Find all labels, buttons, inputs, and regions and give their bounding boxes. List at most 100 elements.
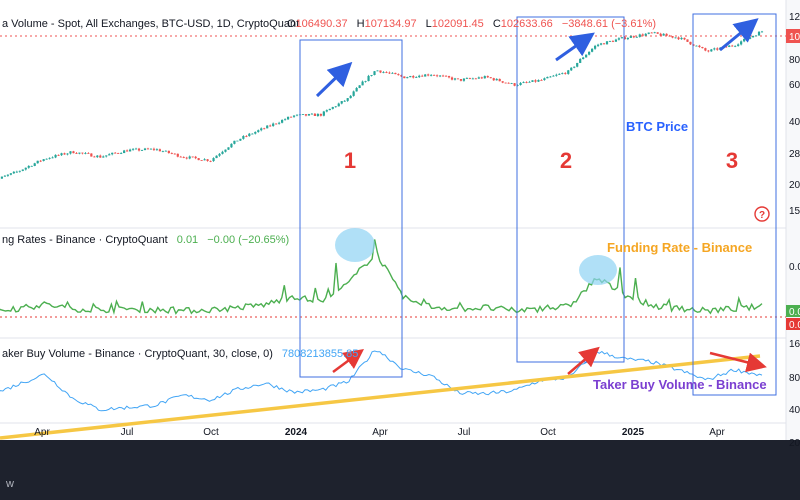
candle-body <box>257 130 260 132</box>
time-label: Oct <box>203 427 219 438</box>
candle-body <box>42 159 45 162</box>
candle-body <box>218 153 221 156</box>
candle-body <box>6 174 9 176</box>
candle-body <box>441 75 445 77</box>
candle-body <box>346 98 349 101</box>
candle-body <box>570 67 573 71</box>
candle-body <box>430 74 433 76</box>
candle-body <box>385 72 388 73</box>
candle-body <box>743 38 746 42</box>
price-axis-ticks: 12 80 60 40 28 20 15 0.0 16 80 40 20 <box>789 12 800 449</box>
candle-body <box>677 37 680 40</box>
candle-body <box>54 154 57 158</box>
candle-body <box>105 155 108 157</box>
candle-body <box>15 171 18 173</box>
candle-body <box>96 155 99 158</box>
red-arrow-3 <box>709 351 767 373</box>
candle-body <box>182 157 185 158</box>
candle-body <box>656 32 659 34</box>
candle-body <box>149 148 153 150</box>
candle-body <box>57 154 60 156</box>
candle-body <box>567 70 570 74</box>
candle-body <box>289 116 293 118</box>
help-icon[interactable] <box>754 206 770 222</box>
candle-body <box>748 37 752 39</box>
candle-body <box>418 75 421 78</box>
candle-body <box>319 113 322 116</box>
candle-body <box>164 150 167 152</box>
annotation-funding-rate: Funding Rate - Binance <box>607 240 752 255</box>
candle-body <box>474 78 477 80</box>
price-tick: 80 <box>789 55 800 66</box>
candle-body <box>292 115 296 117</box>
candle-body <box>152 148 156 150</box>
candle-body <box>140 149 144 151</box>
candle-body <box>343 100 346 102</box>
candle-body <box>304 114 308 116</box>
funding-zero-tag <box>786 318 800 330</box>
price-header-name: a Volume - Spot, All Exchanges, BTC-USD,… <box>2 18 299 30</box>
candle-body <box>710 49 713 52</box>
candle-body <box>382 72 385 73</box>
funding-rate-line <box>0 239 763 315</box>
candle-body <box>126 150 129 152</box>
candle-body <box>203 159 206 161</box>
candle-body <box>701 47 704 49</box>
candle-body <box>283 119 287 121</box>
candle-body <box>21 169 24 171</box>
candle-body <box>355 88 358 92</box>
price-close-label: C <box>493 18 501 30</box>
candle-body <box>254 131 257 134</box>
candle-body <box>757 31 761 36</box>
candle-body <box>683 37 686 40</box>
price-tick: 40 <box>789 117 800 128</box>
candle-body <box>117 153 120 154</box>
candle-body <box>698 45 701 48</box>
period-box-1 <box>299 39 403 378</box>
candle-body <box>471 78 474 80</box>
candle-body <box>397 74 400 76</box>
price-low: 102091.45 <box>432 18 484 30</box>
taker-value: 7808213855.85 <box>282 348 358 360</box>
candle-body <box>248 133 251 137</box>
candle-body <box>370 74 373 76</box>
candle-body <box>623 37 626 40</box>
candle-body <box>713 48 716 50</box>
candle-body <box>72 151 75 154</box>
candle-body <box>674 37 677 39</box>
candle-body <box>602 43 606 45</box>
funding-spike-highlight-1 <box>335 228 375 262</box>
funding-header: ng Rates - Binance · CryptoQuant 0.01 −0… <box>2 234 289 246</box>
candle-body <box>272 123 275 126</box>
candle-body <box>462 78 466 81</box>
candle-body <box>251 133 254 135</box>
candle-body <box>546 76 549 79</box>
blue-arrow-1 <box>315 61 353 98</box>
candle-body <box>549 76 552 78</box>
candle-body <box>421 75 424 77</box>
candle-body <box>620 37 624 39</box>
candle-body <box>626 37 629 40</box>
candle-body <box>617 38 621 40</box>
candle-body <box>424 74 427 77</box>
time-label: Jul <box>121 427 134 438</box>
taker-header-name: aker Buy Volume - Binance · CryptoQuant,… <box>2 348 273 360</box>
candle-body <box>406 77 409 79</box>
price-tick: 15 <box>789 206 800 217</box>
candle-body <box>364 81 367 82</box>
candle-body <box>644 33 647 36</box>
taker-buy-volume-line <box>0 350 763 412</box>
candle-body <box>66 153 69 155</box>
candle-body <box>477 77 480 79</box>
candle-body <box>480 77 483 79</box>
candle-body <box>745 38 749 40</box>
candle-body <box>93 156 96 158</box>
candle-body <box>307 114 311 116</box>
candle-body <box>236 140 239 142</box>
footer-bar <box>0 440 800 500</box>
candle-body <box>450 77 454 80</box>
candle-body <box>704 48 707 51</box>
candle-body <box>87 153 90 154</box>
candle-body <box>754 35 758 37</box>
